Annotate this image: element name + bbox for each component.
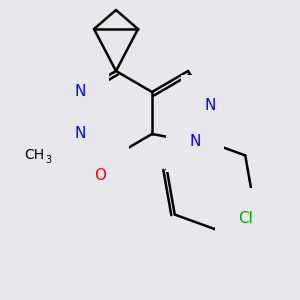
Text: N: N — [189, 134, 201, 149]
Text: N: N — [74, 127, 86, 142]
Text: Cl: Cl — [238, 211, 253, 226]
Text: O: O — [94, 169, 106, 184]
Text: N: N — [74, 85, 86, 100]
Text: 3: 3 — [45, 155, 51, 165]
Text: CH: CH — [24, 148, 44, 162]
Text: N: N — [204, 98, 216, 112]
